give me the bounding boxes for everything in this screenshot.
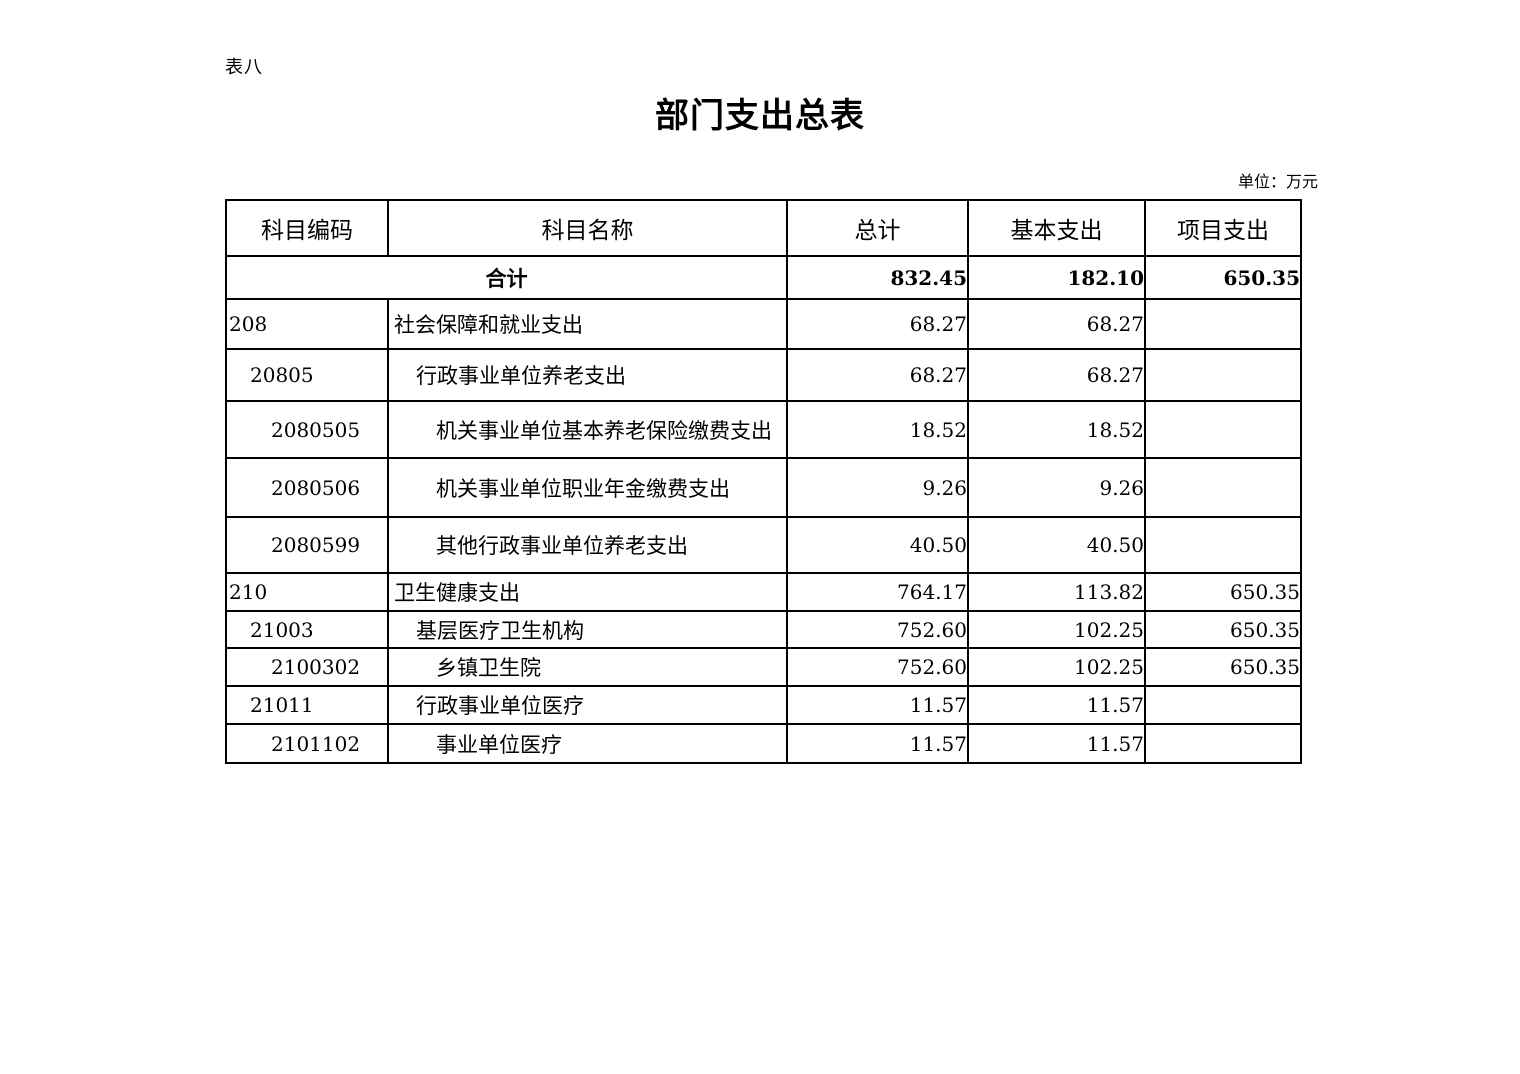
total-cell: 752.60	[786, 610, 969, 649]
basic-cell: 68.27	[967, 298, 1146, 350]
total-cell: 68.27	[786, 298, 969, 350]
name-cell: 乡镇卫生院	[387, 647, 788, 687]
name-cell: 行政事业单位养老支出	[387, 348, 788, 402]
total-cell: 40.50	[786, 516, 969, 574]
col-header-subject-name: 科目名称	[387, 199, 788, 257]
table-row: 2080506 机关事业单位职业年金缴费支出 9.26 9.26	[225, 457, 1302, 518]
sheet-number-label: 表八	[225, 57, 263, 78]
grand-total-row: 合计 832.45 182.10 650.35	[225, 255, 1302, 300]
table-row: 21011 行政事业单位医疗 11.57 11.57	[225, 685, 1302, 725]
col-header-total: 总计	[786, 199, 969, 257]
name-cell: 机关事业单位基本养老保险缴费支出	[387, 400, 788, 459]
project-cell	[1144, 457, 1302, 518]
grand-total-total-cell: 832.45	[786, 255, 969, 300]
basic-cell: 11.57	[967, 723, 1146, 764]
basic-cell: 113.82	[967, 572, 1146, 612]
basic-cell: 18.52	[967, 400, 1146, 459]
total-cell: 764.17	[786, 572, 969, 612]
code-cell: 2080505	[225, 400, 389, 459]
col-header-project-expenditure: 项目支出	[1144, 199, 1302, 257]
table-row: 2101102 事业单位医疗 11.57 11.57	[225, 723, 1302, 764]
name-cell: 社会保障和就业支出	[387, 298, 788, 350]
name-cell: 机关事业单位职业年金缴费支出	[387, 457, 788, 518]
project-cell: 650.35	[1144, 572, 1302, 612]
code-cell: 208	[225, 298, 389, 350]
total-cell: 9.26	[786, 457, 969, 518]
total-cell: 68.27	[786, 348, 969, 402]
name-cell: 行政事业单位医疗	[387, 685, 788, 725]
table-row: 21003 基层医疗卫生机构 752.60 102.25 650.35	[225, 610, 1302, 649]
code-cell: 20805	[225, 348, 389, 402]
col-header-basic-expenditure: 基本支出	[967, 199, 1146, 257]
name-cell: 事业单位医疗	[387, 723, 788, 764]
table-row: 210 卫生健康支出 764.17 113.82 650.35	[225, 572, 1302, 612]
table-row: 2100302 乡镇卫生院 752.60 102.25 650.35	[225, 647, 1302, 687]
basic-cell: 9.26	[967, 457, 1146, 518]
name-cell: 其他行政事业单位养老支出	[387, 516, 788, 574]
grand-total-basic-cell: 182.10	[967, 255, 1146, 300]
code-cell: 21003	[225, 610, 389, 649]
basic-cell: 11.57	[967, 685, 1146, 725]
code-cell: 2100302	[225, 647, 389, 687]
project-cell	[1144, 298, 1302, 350]
page-title: 部门支出总表	[655, 96, 865, 136]
code-cell: 2080506	[225, 457, 389, 518]
total-cell: 18.52	[786, 400, 969, 459]
table-row: 20805 行政事业单位养老支出 68.27 68.27	[225, 348, 1302, 402]
total-cell: 11.57	[786, 723, 969, 764]
name-cell: 卫生健康支出	[387, 572, 788, 612]
project-cell	[1144, 685, 1302, 725]
expenditure-table: 科目编码 科目名称 总计 基本支出 项目支出 合计 832.45 182.10 …	[225, 199, 1302, 764]
grand-total-label: 合计	[225, 255, 788, 300]
header-row: 科目编码 科目名称 总计 基本支出 项目支出	[225, 199, 1302, 257]
grand-total-project-cell: 650.35	[1144, 255, 1302, 300]
code-cell: 2101102	[225, 723, 389, 764]
project-cell	[1144, 348, 1302, 402]
code-cell: 210	[225, 572, 389, 612]
project-cell: 650.35	[1144, 647, 1302, 687]
code-cell: 2080599	[225, 516, 389, 574]
unit-label: 单位：万元	[1237, 172, 1318, 191]
table-row: 208 社会保障和就业支出 68.27 68.27	[225, 298, 1302, 350]
project-cell	[1144, 516, 1302, 574]
basic-cell: 40.50	[967, 516, 1146, 574]
col-header-subject-code: 科目编码	[225, 199, 389, 257]
basic-cell: 102.25	[967, 610, 1146, 649]
basic-cell: 102.25	[967, 647, 1146, 687]
code-cell: 21011	[225, 685, 389, 725]
project-cell	[1144, 400, 1302, 459]
project-cell	[1144, 723, 1302, 764]
table-row: 2080505 机关事业单位基本养老保险缴费支出 18.52 18.52	[225, 400, 1302, 459]
total-cell: 752.60	[786, 647, 969, 687]
name-cell: 基层医疗卫生机构	[387, 610, 788, 649]
basic-cell: 68.27	[967, 348, 1146, 402]
total-cell: 11.57	[786, 685, 969, 725]
table-row: 2080599 其他行政事业单位养老支出 40.50 40.50	[225, 516, 1302, 574]
project-cell: 650.35	[1144, 610, 1302, 649]
